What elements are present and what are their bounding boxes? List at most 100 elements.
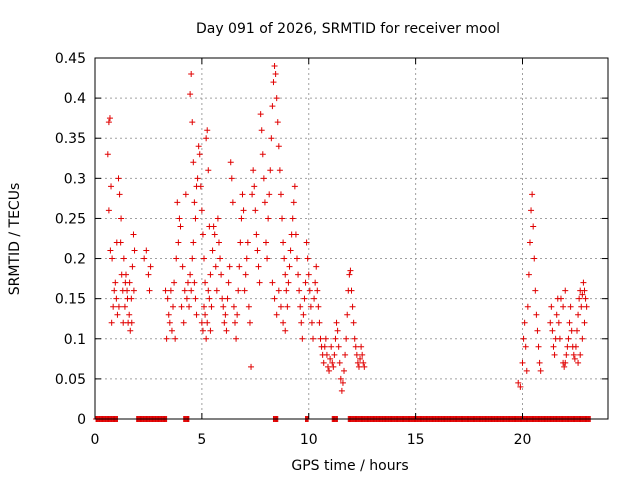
data-point <box>249 191 256 198</box>
data-point <box>312 279 319 286</box>
data-point <box>534 327 541 334</box>
data-point <box>517 383 524 390</box>
data-point <box>108 183 115 190</box>
data-point <box>525 271 532 278</box>
data-point <box>572 343 579 350</box>
data-point <box>198 207 205 214</box>
data-point <box>233 335 240 342</box>
data-point <box>359 351 366 358</box>
y-tick-label: 0.45 <box>55 51 86 67</box>
data-point <box>563 351 570 358</box>
data-point <box>556 335 563 342</box>
data-point <box>274 119 281 126</box>
y-tick-label: 0.15 <box>55 292 86 308</box>
data-point <box>105 207 112 214</box>
data-point <box>173 255 180 262</box>
data-point <box>240 207 247 214</box>
y-tick-label: 0.05 <box>55 372 86 388</box>
data-point <box>300 311 307 318</box>
data-point <box>574 327 581 334</box>
data-point <box>131 247 138 254</box>
data-point <box>182 191 189 198</box>
data-point <box>234 311 241 318</box>
data-point <box>253 231 260 238</box>
data-point <box>297 303 304 310</box>
data-point <box>167 287 174 294</box>
data-point <box>177 223 184 230</box>
data-point <box>521 319 528 326</box>
data-point <box>334 327 341 334</box>
data-point <box>181 287 188 294</box>
data-point <box>287 247 294 254</box>
data-point <box>201 303 208 310</box>
data-point <box>115 303 122 310</box>
data-point <box>239 191 246 198</box>
data-point <box>522 343 529 350</box>
data-point <box>163 335 170 342</box>
data-point <box>582 295 589 302</box>
data-point <box>311 295 318 302</box>
data-point <box>165 311 172 318</box>
data-point <box>316 319 323 326</box>
data-point <box>228 175 235 182</box>
data-point <box>115 175 122 182</box>
data-point <box>531 255 538 262</box>
data-point <box>528 207 535 214</box>
y-tick-label: 0.2 <box>64 252 86 268</box>
data-point <box>174 199 181 206</box>
data-point <box>337 375 344 382</box>
data-point <box>204 127 211 134</box>
data-point <box>251 183 258 190</box>
y-axis-label: SRMTID / TECUs <box>7 183 23 296</box>
data-point <box>263 239 269 246</box>
data-point <box>191 199 198 206</box>
data-point <box>576 295 583 302</box>
data-point <box>126 279 133 286</box>
data-point <box>237 239 244 246</box>
data-point <box>108 319 115 326</box>
data-point <box>184 279 191 286</box>
data-point <box>261 199 268 206</box>
data-point <box>536 359 543 366</box>
data-point <box>243 255 250 262</box>
data-point <box>203 335 210 342</box>
data-point <box>313 263 320 270</box>
data-point <box>347 267 354 274</box>
data-point <box>568 327 575 334</box>
data-point <box>172 335 179 342</box>
data-point <box>178 303 185 310</box>
data-point <box>581 319 588 326</box>
data-point <box>175 239 182 246</box>
data-point <box>127 327 134 334</box>
data-points <box>104 63 590 394</box>
data-point <box>271 63 278 70</box>
data-point <box>575 359 582 366</box>
data-point <box>301 295 308 302</box>
x-tick-label: 0 <box>91 432 100 448</box>
data-point <box>550 343 557 350</box>
data-point <box>255 263 262 270</box>
y-tick-label: 0.4 <box>64 91 86 107</box>
data-point <box>570 351 577 358</box>
data-point <box>303 239 310 246</box>
data-point <box>339 379 346 386</box>
data-point <box>282 271 289 278</box>
data-point <box>230 303 237 310</box>
data-point <box>338 387 345 394</box>
data-point <box>126 311 133 318</box>
data-point <box>291 183 298 190</box>
data-point <box>179 263 186 270</box>
data-point <box>343 335 350 342</box>
chart-title: Day 091 of 2026, SRMTID for receiver moo… <box>196 21 500 37</box>
data-point <box>276 167 283 174</box>
data-point <box>166 319 173 326</box>
data-point <box>252 207 259 214</box>
data-point <box>277 191 284 198</box>
data-point <box>553 311 560 318</box>
data-point <box>257 111 264 118</box>
data-point <box>361 363 368 370</box>
data-point <box>336 359 343 366</box>
data-point <box>120 319 127 326</box>
data-point <box>285 279 292 286</box>
data-point <box>186 303 193 310</box>
